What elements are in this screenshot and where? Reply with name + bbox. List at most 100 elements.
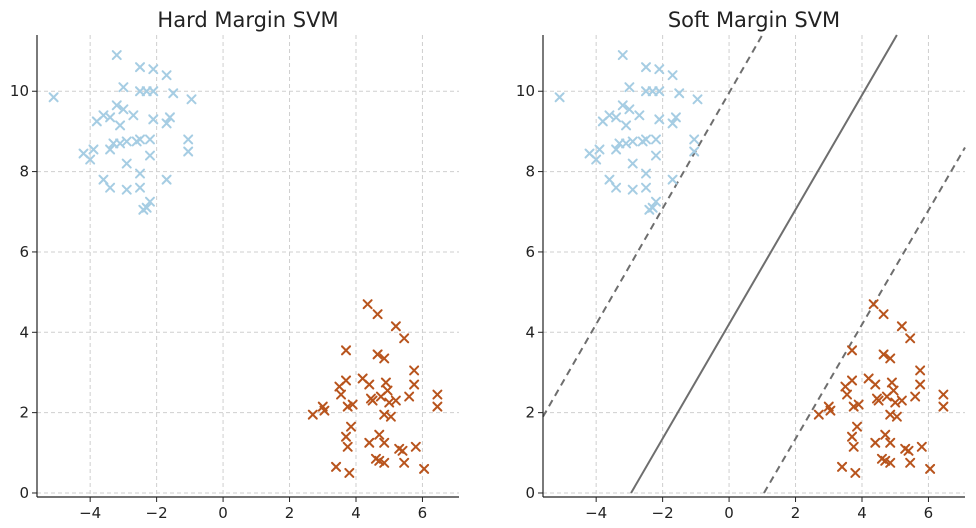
data-point-marker [341,345,352,356]
data-point-marker [364,437,375,448]
data-point-marker [650,196,661,207]
y-tick-label: 8 [19,163,29,181]
data-point-marker [364,379,375,390]
data-point-marker [168,88,179,99]
data-point-marker [48,92,59,103]
data-point-marker [148,64,159,75]
data-point-marker [419,463,430,474]
data-point-marker [331,461,342,472]
data-point-marker [111,100,122,111]
data-point-marker [837,461,848,472]
data-point-marker [868,299,879,310]
data-point-marker [344,467,355,478]
data-point-marker [689,134,700,145]
data-point-marker [118,104,129,115]
data-point-marker [121,158,132,169]
data-point-marker [885,353,896,364]
data-point-marker [896,321,907,332]
data-point-marker [624,104,635,115]
data-point-marker [650,150,661,161]
data-point-marker [554,92,565,103]
axes [32,35,459,502]
data-point-marker [915,379,926,390]
data-point-marker [627,136,638,147]
data-point-marker [379,437,390,448]
data-point-marker [938,389,949,400]
data-point-marker [183,134,194,145]
data-point-marker [915,365,926,376]
data-point-marker [670,112,681,123]
data-point-marker [880,429,891,440]
y-tick-label: 6 [19,243,29,261]
data-point-marker [138,204,149,215]
data-point-marker [886,377,897,388]
x-tick-labels: −4 −2 0 2 4 6 [79,504,427,522]
data-point-marker [347,399,358,410]
y-tick-label: 6 [525,243,535,261]
data-point-marker [878,309,889,320]
data-point-marker [367,395,378,406]
data-point-marker [399,333,410,344]
x-tick-label: 6 [924,504,934,522]
data-point-marker [617,50,628,61]
data-point-marker [881,391,892,402]
data-point-marker [128,110,139,121]
y-tick-label: 4 [525,323,535,341]
data-point-marker [641,182,652,193]
data-point-marker [654,64,665,75]
data-point-marker [597,116,608,127]
x-tick-label: −2 [652,504,674,522]
x-tick-label: 0 [724,504,734,522]
data-point-marker [161,70,172,81]
x-tick-label: −4 [585,504,607,522]
x-tick-label: −2 [146,504,168,522]
data-point-marker [591,154,602,165]
data-point-marker [594,144,605,155]
data-point-marker [148,114,159,125]
svm-lines [542,34,966,494]
margin-lower-line [763,146,966,494]
y-tick-label: 2 [19,404,29,422]
data-point-marker [341,431,352,442]
data-point-marker [689,146,700,157]
data-points [48,50,443,478]
data-point-marker [379,353,390,364]
data-point-marker [399,457,410,468]
data-point-marker [410,441,421,452]
x-tick-label: 6 [418,504,428,522]
data-point-marker [654,114,665,125]
y-tick-label: 8 [525,163,535,181]
data-point-marker [111,50,122,61]
data-point-marker [667,174,678,185]
data-point-marker [627,158,638,169]
data-point-marker [880,455,891,466]
data-point-marker [925,463,936,474]
data-point-marker [161,174,172,185]
data-point-marker [342,401,353,412]
data-point-marker [105,144,116,155]
data-point-marker [641,62,652,73]
data-point-marker [385,411,396,422]
data-point-marker [319,405,330,416]
data-point-marker [852,421,863,432]
data-point-marker [144,134,155,145]
hard-margin-panel: Hard Margin SVM −4 −2 0 2 4 6 0 2 4 6 8 10 [10,8,459,522]
data-point-marker [135,182,146,193]
data-point-marker [870,437,881,448]
data-point-marker [380,377,391,388]
data-point-marker [627,184,638,195]
data-point-marker [903,445,914,456]
data-point-marker [847,345,858,356]
data-points [554,50,949,478]
data-point-marker [334,381,345,392]
data-point-marker [88,144,99,155]
data-point-marker [121,136,132,147]
data-point-marker [667,118,678,129]
data-point-marker [432,389,443,400]
data-point-marker [621,120,632,131]
data-point-marker [118,82,129,93]
y-tick-label: 4 [19,323,29,341]
data-point-marker [336,389,347,400]
soft-margin-panel: Soft Margin SVM −4 −2 0 2 4 6 0 2 4 6 8 10 [516,8,966,522]
data-point-marker [85,154,96,165]
